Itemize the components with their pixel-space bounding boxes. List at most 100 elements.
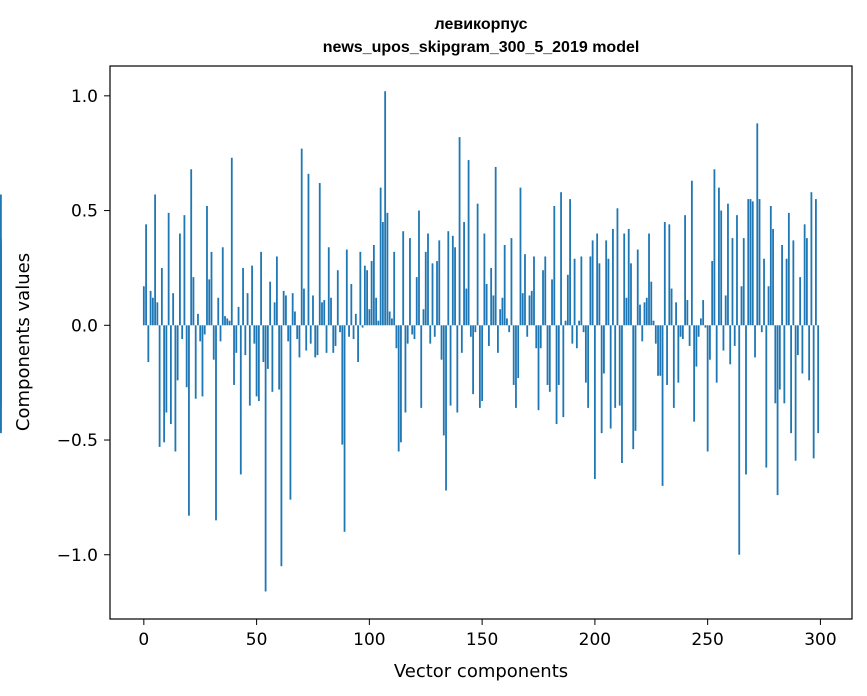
bar bbox=[731, 238, 734, 326]
x-axis-ticks: 0 50 100 150 200 250 300 bbox=[138, 619, 837, 650]
bar bbox=[497, 325, 499, 353]
bar bbox=[359, 251, 362, 326]
bar bbox=[772, 228, 774, 326]
bar bbox=[553, 205, 556, 326]
bar bbox=[747, 199, 750, 326]
bar bbox=[368, 309, 371, 326]
bar bbox=[690, 180, 693, 326]
y-axis-ticks: 1.0 0.5 0.0 −0.5 −1.0 bbox=[57, 87, 110, 566]
bar bbox=[661, 325, 664, 486]
x-tick-label: 100 bbox=[353, 630, 385, 650]
bar bbox=[573, 258, 576, 326]
bar bbox=[226, 318, 229, 326]
bar bbox=[767, 286, 770, 326]
bar bbox=[217, 297, 220, 326]
bar bbox=[817, 325, 820, 434]
bar bbox=[296, 325, 299, 340]
bar bbox=[0, 325, 2, 335]
bar bbox=[688, 325, 691, 346]
bar bbox=[754, 325, 756, 358]
bar bbox=[492, 295, 495, 326]
bar bbox=[460, 325, 463, 353]
x-axis-label: Vector components bbox=[394, 661, 568, 682]
bar bbox=[769, 205, 772, 326]
bar bbox=[0, 238, 2, 326]
bar bbox=[490, 267, 493, 326]
bar bbox=[192, 277, 195, 326]
bar bbox=[445, 325, 447, 491]
bar bbox=[424, 251, 427, 326]
bar bbox=[179, 233, 181, 326]
bar bbox=[483, 233, 486, 326]
bar bbox=[722, 325, 725, 351]
bar bbox=[657, 325, 659, 376]
bar bbox=[605, 240, 608, 326]
bar bbox=[203, 325, 206, 335]
bar bbox=[533, 256, 535, 326]
bar bbox=[699, 318, 702, 326]
bar bbox=[636, 249, 639, 326]
bar bbox=[363, 265, 366, 326]
bar bbox=[167, 212, 170, 326]
bar bbox=[176, 325, 179, 381]
bar bbox=[562, 325, 565, 418]
bar bbox=[246, 293, 249, 326]
bar bbox=[679, 325, 682, 337]
bar bbox=[686, 300, 689, 326]
plot-frame bbox=[109, 65, 853, 620]
bar bbox=[645, 297, 648, 326]
bar bbox=[736, 215, 738, 326]
bar bbox=[625, 297, 628, 326]
bar bbox=[693, 325, 696, 422]
bar bbox=[555, 325, 558, 424]
bar bbox=[537, 325, 540, 411]
bar bbox=[404, 325, 407, 413]
bar bbox=[451, 235, 454, 326]
bar bbox=[269, 281, 272, 326]
bar bbox=[469, 325, 472, 337]
bar bbox=[607, 258, 610, 326]
bar bbox=[273, 302, 276, 326]
bar bbox=[494, 166, 497, 326]
bar bbox=[395, 325, 398, 349]
bar bbox=[224, 316, 226, 326]
bar bbox=[221, 247, 224, 326]
bar bbox=[681, 325, 684, 340]
bar bbox=[433, 325, 436, 337]
bar bbox=[526, 325, 529, 337]
bar bbox=[709, 325, 711, 360]
bar bbox=[641, 325, 644, 342]
bar bbox=[652, 320, 655, 326]
bar bbox=[815, 199, 817, 326]
bar bbox=[727, 203, 729, 326]
bar bbox=[684, 215, 686, 326]
bar bbox=[188, 325, 190, 516]
bar bbox=[539, 325, 542, 349]
bar bbox=[528, 295, 531, 326]
bar bbox=[354, 313, 357, 326]
bar bbox=[361, 325, 364, 328]
bar bbox=[749, 199, 752, 326]
bar bbox=[228, 320, 231, 326]
bar bbox=[742, 238, 745, 326]
bar bbox=[763, 258, 765, 326]
bar bbox=[724, 295, 727, 326]
bar bbox=[271, 325, 274, 392]
bar bbox=[456, 325, 459, 413]
bar bbox=[623, 233, 626, 326]
bar bbox=[215, 325, 217, 521]
bar bbox=[546, 325, 549, 385]
bar bbox=[262, 325, 265, 362]
bar bbox=[255, 325, 258, 397]
bar bbox=[650, 281, 653, 326]
bar bbox=[564, 320, 567, 326]
bar bbox=[336, 270, 339, 326]
bar bbox=[158, 325, 161, 447]
bar bbox=[370, 261, 373, 326]
bar bbox=[458, 137, 461, 326]
bar bbox=[796, 325, 799, 356]
bar bbox=[718, 187, 720, 326]
bar bbox=[418, 210, 420, 326]
